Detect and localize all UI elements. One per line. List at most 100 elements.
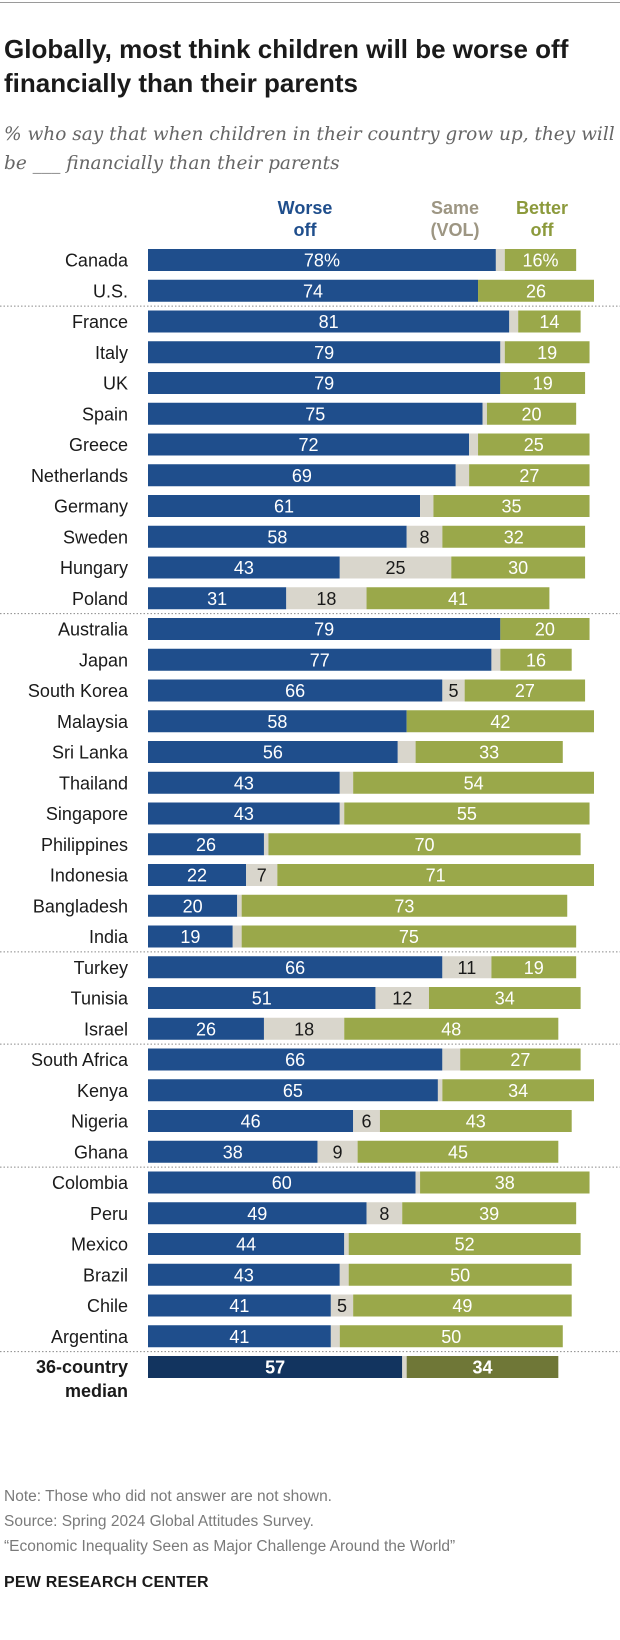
- country-label-south-africa: South Africa: [31, 1050, 129, 1070]
- country-label-singapore: Singapore: [46, 804, 128, 824]
- bar-worse-japan: [148, 648, 492, 671]
- bar-better-poland: [366, 587, 550, 610]
- value-same-turkey: 11: [458, 958, 477, 978]
- value-better-canada: 16%: [522, 251, 558, 271]
- bar-same-singapore: [339, 802, 345, 825]
- country-label-france: France: [72, 312, 128, 332]
- value-better-tunisia: 34: [495, 989, 515, 1009]
- value-same-nigeria: 6: [362, 1112, 372, 1132]
- bar-worse-singapore: [148, 802, 340, 825]
- value-better-south-korea: 27: [515, 681, 535, 701]
- bar-better-south-africa: [460, 1048, 581, 1071]
- value-worse-poland: 31: [207, 589, 227, 609]
- value-worse-indonesia: 22: [187, 866, 207, 886]
- bar-better-australia: [500, 618, 590, 640]
- country-label-kenya: Kenya: [77, 1081, 129, 1101]
- bar-same-thailand: [339, 771, 354, 794]
- value-better-australia: 20: [535, 620, 555, 640]
- bar-better-tunisia: [428, 987, 581, 1009]
- country-label-japan: Japan: [79, 650, 128, 670]
- bar-worse-chile: [148, 1294, 331, 1317]
- report-title: “Economic Inequality Seen as Major Chall…: [4, 1538, 456, 1555]
- legend-better-label: off: [531, 220, 555, 240]
- value-worse-greece: 72: [299, 435, 319, 455]
- bar-worse-brazil: [148, 1263, 340, 1286]
- bar-worse-thailand: [148, 771, 340, 794]
- country-label-u-s-: U.S.: [93, 281, 128, 301]
- country-label-canada: Canada: [65, 251, 129, 271]
- bar-worse-germany: [148, 495, 421, 517]
- bar-same-argentina: [330, 1325, 340, 1348]
- value-worse-kenya: 65: [283, 1081, 303, 1101]
- bar-worse-kenya: [148, 1079, 438, 1102]
- bar-same-nigeria: [353, 1110, 380, 1132]
- bar-same-median: [402, 1356, 407, 1378]
- country-label-greece: Greece: [69, 435, 128, 455]
- bar-same-ghana: [317, 1140, 358, 1163]
- value-worse-tunisia: 51: [252, 989, 272, 1009]
- value-worse-turkey: 66: [285, 958, 305, 978]
- bar-better-italy: [504, 341, 590, 364]
- bar-better-israel: [344, 1017, 559, 1040]
- bar-better-colombia: [420, 1171, 590, 1194]
- bar-better-brazil: [348, 1263, 572, 1286]
- bar-same-brazil: [339, 1263, 349, 1286]
- value-worse-japan: 77: [310, 650, 330, 670]
- chart-subtitle: % who say that when children in their co…: [4, 124, 615, 174]
- value-worse-hungary: 43: [234, 558, 254, 578]
- bar-same-italy: [500, 341, 505, 364]
- bar-same-germany: [420, 495, 434, 517]
- value-better-mexico: 52: [455, 1235, 475, 1255]
- bar-same-south-africa: [442, 1048, 461, 1071]
- legend-better-label: Better: [516, 198, 568, 218]
- country-label-italy: Italy: [95, 343, 128, 363]
- bar-better-uk: [500, 372, 586, 394]
- note-text: Note: Those who did not answer are not s…: [4, 1488, 332, 1505]
- bar-same-peru: [366, 1202, 403, 1225]
- bar-worse-south-korea: [148, 679, 443, 702]
- bar-same-kenya: [437, 1079, 443, 1102]
- value-worse-median: 57: [265, 1358, 285, 1378]
- value-worse-netherlands: 69: [292, 466, 312, 486]
- country-label-peru: Peru: [90, 1204, 128, 1224]
- bar-worse-italy: [148, 341, 501, 364]
- value-worse-italy: 79: [314, 343, 334, 363]
- value-same-south-korea: 5: [449, 681, 459, 701]
- value-better-median: 34: [472, 1358, 492, 1378]
- value-worse-france: 81: [319, 312, 339, 332]
- value-better-hungary: 30: [508, 558, 528, 578]
- bar-same-india: [232, 925, 242, 948]
- value-same-sweden: 8: [420, 527, 430, 547]
- value-worse-thailand: 43: [234, 773, 254, 793]
- country-label-sweden: Sweden: [63, 527, 128, 547]
- value-same-ghana: 9: [333, 1142, 343, 1162]
- bar-better-philippines: [268, 833, 581, 856]
- bar-better-singapore: [344, 802, 590, 825]
- bar-worse-israel: [148, 1017, 264, 1040]
- value-worse-india: 19: [180, 927, 200, 947]
- bar-same-netherlands: [455, 464, 470, 487]
- bar-same-mexico: [344, 1233, 349, 1255]
- country-label-indonesia: Indonesia: [50, 866, 129, 886]
- bar-worse-indonesia: [148, 864, 247, 886]
- bar-worse-u-s-: [148, 279, 479, 302]
- country-label-tunisia: Tunisia: [71, 989, 129, 1009]
- value-same-israel: 18: [294, 1019, 314, 1039]
- bar-worse-tunisia: [148, 987, 376, 1009]
- value-better-israel: 48: [441, 1019, 461, 1039]
- bar-same-poland: [286, 587, 367, 610]
- value-worse-nigeria: 46: [241, 1112, 261, 1132]
- bar-better-sweden: [442, 525, 586, 548]
- bar-worse-australia: [148, 618, 501, 640]
- bar-same-turkey: [442, 956, 492, 979]
- value-better-singapore: 55: [457, 804, 477, 824]
- bar-worse-colombia: [148, 1171, 416, 1194]
- value-worse-israel: 26: [196, 1019, 216, 1039]
- bar-better-ghana: [357, 1140, 559, 1163]
- value-worse-ghana: 38: [223, 1142, 243, 1162]
- country-label-chile: Chile: [87, 1296, 128, 1316]
- bar-same-hungary: [339, 556, 452, 579]
- bar-better-argentina: [339, 1325, 563, 1348]
- bar-worse-nigeria: [148, 1110, 354, 1132]
- value-worse-chile: 41: [229, 1296, 249, 1316]
